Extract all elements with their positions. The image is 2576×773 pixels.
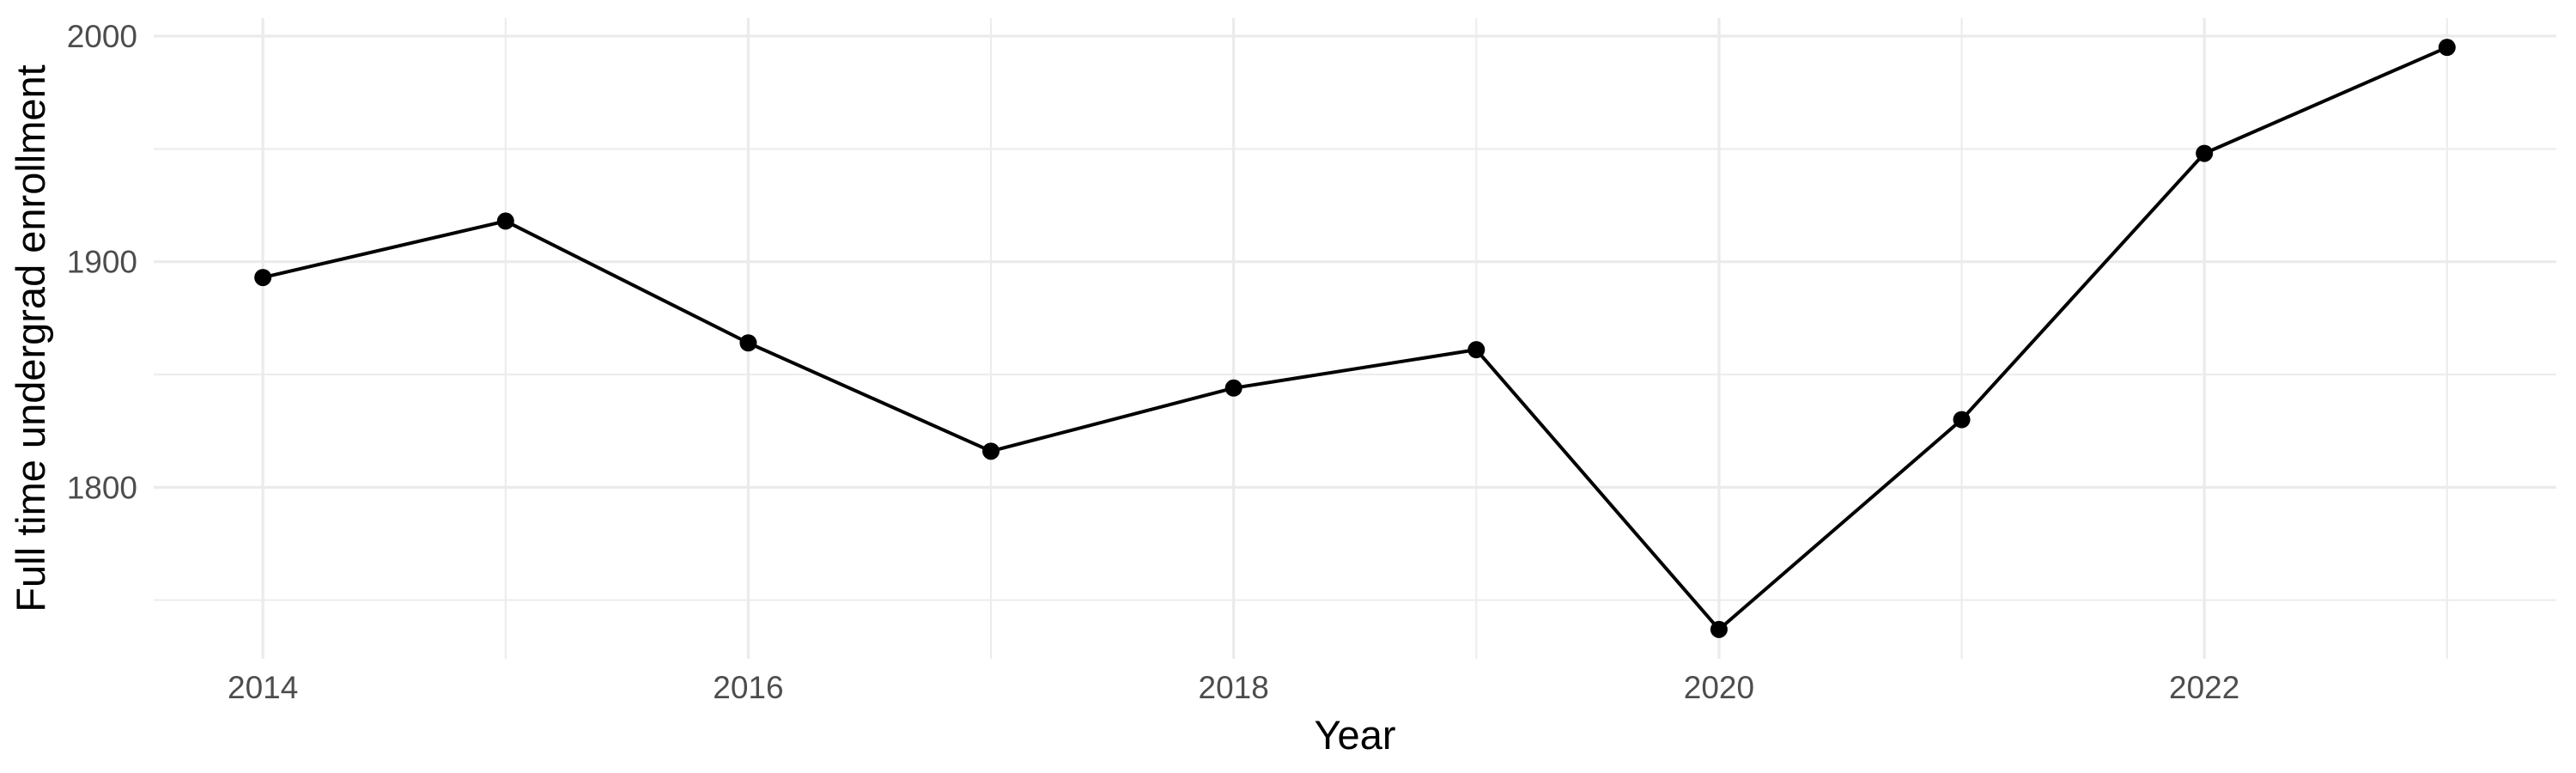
x-tick-label: 2020 xyxy=(1684,670,1754,705)
grid-major-lines xyxy=(154,18,2556,659)
data-point xyxy=(1467,341,1485,359)
x-tick-label: 2022 xyxy=(2169,670,2239,705)
data-point xyxy=(2196,144,2214,162)
y-tick-label: 1800 xyxy=(67,470,137,505)
enrollment-line xyxy=(262,46,2448,631)
data-point xyxy=(739,334,757,352)
y-tick-label: 1900 xyxy=(67,245,137,280)
data-point xyxy=(496,212,514,230)
data-point xyxy=(1953,411,1971,429)
data-point xyxy=(1710,620,1728,638)
y-axis-title: Full time undergrad enrollment xyxy=(8,64,53,612)
enrollment-series xyxy=(254,39,2456,638)
grid-minor-lines xyxy=(154,18,2556,659)
x-tick-label: 2014 xyxy=(228,670,298,705)
data-point xyxy=(1224,379,1242,397)
x-axis-title: Year xyxy=(1315,712,1396,758)
data-point xyxy=(982,442,1000,460)
data-point xyxy=(2438,39,2456,57)
x-tick-label: 2016 xyxy=(713,670,783,705)
y-tick-label: 2000 xyxy=(67,19,137,54)
x-tick-label: 2018 xyxy=(1199,670,1269,705)
axis-tick-labels: 2014 2016 2018 2020 2022 1800 1900 2000 xyxy=(67,19,2240,705)
data-point xyxy=(254,269,272,287)
